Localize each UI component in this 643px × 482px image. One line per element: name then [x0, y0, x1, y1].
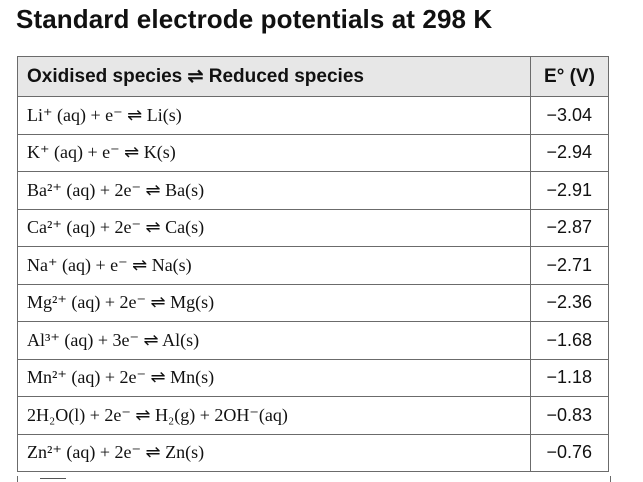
reaction-cell: Al³⁺ (aq) + 3e⁻ ⇌ Al(s)	[17, 321, 531, 360]
table-row: Mg²⁺ (aq) + 2e⁻ ⇌ Mg(s) −2.36	[17, 283, 609, 322]
reaction-cell: K⁺ (aq) + e⁻ ⇌ K(s)	[17, 133, 531, 172]
potential-cell: −2.36	[530, 283, 609, 322]
reaction-cell: 2H₂O(l) + 2e⁻ ⇌ H₂(g) + 2OH⁻(aq)	[17, 396, 531, 435]
reaction-cell: Mg²⁺ (aq) + 2e⁻ ⇌ Mg(s)	[17, 283, 531, 322]
potential-cell: −1.18	[530, 358, 609, 397]
table-row: Mn²⁺ (aq) + 2e⁻ ⇌ Mn(s) −1.18	[17, 358, 609, 397]
potential-cell: −3.04	[530, 96, 609, 135]
page-title: Standard electrode potentials at 298 K	[16, 4, 493, 34]
reaction-cell: Mn²⁺ (aq) + 2e⁻ ⇌ Mn(s)	[17, 358, 531, 397]
potential-cell: −2.87	[530, 208, 609, 247]
potential-cell: −1.68	[530, 321, 609, 360]
table-cutoff-row	[17, 476, 611, 482]
table-row: Ca²⁺ (aq) + 2e⁻ ⇌ Ca(s) −2.87	[17, 208, 609, 247]
reaction-cell: Na⁺ (aq) + e⁻ ⇌ Na(s)	[17, 246, 531, 285]
reaction-cell: Ba²⁺ (aq) + 2e⁻ ⇌ Ba(s)	[17, 171, 531, 210]
reaction-cell: Li⁺ (aq) + e⁻ ⇌ Li(s)	[17, 96, 531, 135]
potential-cell: −2.91	[530, 171, 609, 210]
reaction-cell: Zn²⁺ (aq) + 2e⁻ ⇌ Zn(s)	[17, 433, 531, 472]
table-row: Zn²⁺ (aq) + 2e⁻ ⇌ Zn(s) −0.76	[17, 433, 609, 472]
header-potential: E° (V)	[530, 56, 609, 97]
potential-cell: −2.71	[530, 246, 609, 285]
table-row: Ba²⁺ (aq) + 2e⁻ ⇌ Ba(s) −2.91	[17, 171, 609, 210]
table-row: 2H₂O(l) + 2e⁻ ⇌ H₂(g) + 2OH⁻(aq) −0.83	[17, 396, 609, 435]
electrode-potential-table: Oxidised species ⇌ Reduced species E° (V…	[17, 56, 609, 472]
table-row: Li⁺ (aq) + e⁻ ⇌ Li(s) −3.04	[17, 96, 609, 135]
header-reaction: Oxidised species ⇌ Reduced species	[17, 56, 531, 97]
table-row: K⁺ (aq) + e⁻ ⇌ K(s) −2.94	[17, 133, 609, 172]
potential-cell: −0.76	[530, 433, 609, 472]
potential-cell: −2.94	[530, 133, 609, 172]
table-row: Na⁺ (aq) + e⁻ ⇌ Na(s) −2.71	[17, 246, 609, 285]
table-row: Al³⁺ (aq) + 3e⁻ ⇌ Al(s) −1.68	[17, 321, 609, 360]
table-header-row: Oxidised species ⇌ Reduced species E° (V…	[17, 56, 609, 97]
potential-cell: −0.83	[530, 396, 609, 435]
reaction-cell: Ca²⁺ (aq) + 2e⁻ ⇌ Ca(s)	[17, 208, 531, 247]
